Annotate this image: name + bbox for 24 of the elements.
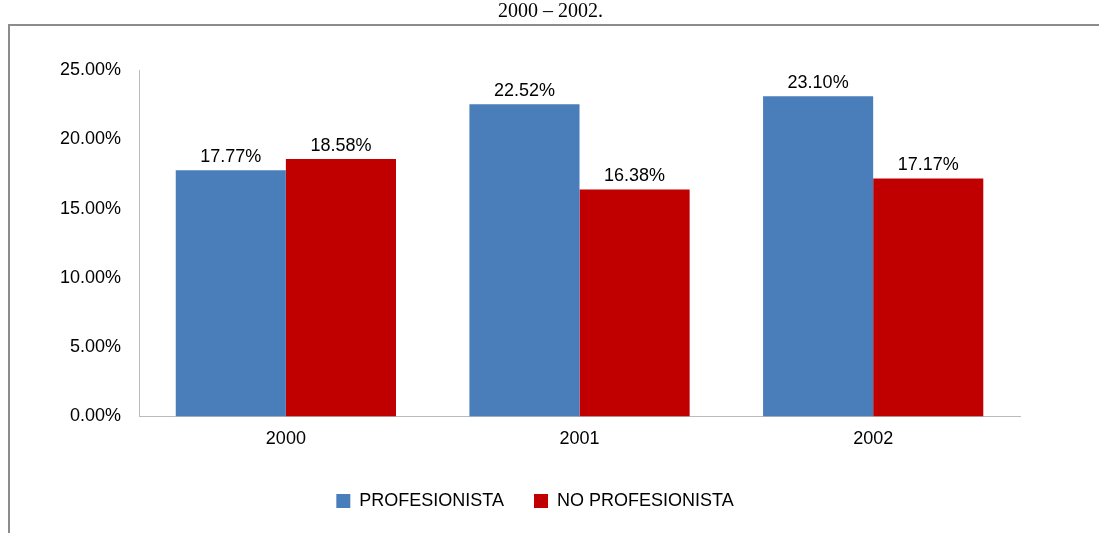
legend-label: PROFESIONISTA (359, 489, 504, 510)
data-label: 16.38% (604, 165, 666, 186)
y-tick-label: 20.00% (59, 128, 122, 149)
data-label: 23.10% (787, 72, 849, 93)
y-tick-label: 10.00% (59, 266, 122, 287)
x-tick-label: 2001 (559, 428, 600, 449)
bar (873, 178, 984, 417)
chart-title: 2000 – 2002. (497, 0, 604, 21)
y-tick-label: 0.00% (70, 405, 122, 426)
y-tick-label: 25.00% (59, 58, 122, 79)
bar (469, 104, 580, 417)
bar (175, 170, 286, 417)
y-tick-label: 15.00% (59, 197, 122, 218)
bar (579, 189, 690, 417)
data-label: 18.58% (310, 134, 372, 155)
data-label: 22.52% (493, 80, 555, 101)
x-tick-label: 2002 (853, 428, 894, 449)
data-label: 17.17% (897, 154, 959, 175)
bar (763, 96, 874, 417)
y-tick-label: 5.00% (70, 336, 122, 357)
data-label: 17.77% (200, 146, 262, 167)
legend-label: NO PROFESIONISTA (557, 489, 734, 510)
bar (285, 158, 396, 417)
x-tick-label: 2000 (265, 428, 306, 449)
